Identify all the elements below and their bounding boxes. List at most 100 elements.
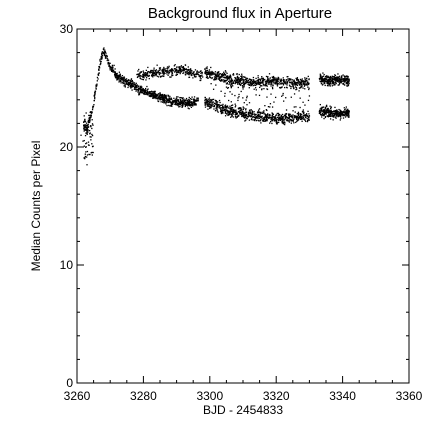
data-point — [207, 73, 209, 76]
data-point — [114, 68, 116, 70]
data-point — [331, 113, 333, 115]
data-point — [263, 84, 265, 86]
data-point — [164, 97, 167, 99]
data-point — [241, 115, 243, 118]
data-point — [105, 52, 107, 54]
data-point — [267, 81, 269, 83]
data-point — [333, 84, 335, 86]
data-point — [224, 80, 226, 82]
data-point — [144, 90, 146, 92]
data-point — [95, 84, 98, 86]
data-point — [240, 107, 242, 109]
data-point — [116, 76, 118, 79]
data-point — [239, 78, 241, 81]
data-point — [109, 62, 111, 64]
data-point — [226, 109, 228, 111]
data-point — [136, 89, 138, 91]
data-point — [187, 100, 189, 102]
data-point — [162, 97, 164, 99]
data-point — [245, 108, 247, 110]
data-point — [302, 111, 305, 113]
data-point — [263, 117, 265, 120]
data-point — [269, 103, 272, 105]
data-point — [262, 82, 264, 84]
data-point — [321, 77, 323, 79]
data-point — [348, 116, 350, 118]
data-point — [282, 92, 284, 95]
data-point — [264, 85, 267, 87]
data-point — [153, 92, 155, 94]
data-point — [208, 70, 210, 73]
data-point — [335, 117, 337, 119]
data-point — [230, 79, 232, 81]
data-point — [163, 72, 165, 75]
data-point — [337, 113, 339, 115]
data-point — [240, 108, 243, 110]
data-point — [286, 119, 289, 122]
data-point — [154, 93, 156, 95]
data-point — [154, 75, 156, 77]
data-point — [123, 78, 125, 80]
data-point — [297, 114, 300, 117]
data-point — [114, 74, 117, 76]
data-point — [122, 81, 124, 84]
data-point — [269, 116, 271, 119]
data-point — [170, 68, 173, 71]
data-point — [343, 81, 345, 83]
data-point — [230, 110, 232, 112]
data-point — [122, 79, 124, 82]
data-point — [227, 107, 230, 109]
data-point — [119, 80, 122, 82]
data-point — [326, 111, 328, 114]
data-point — [331, 115, 333, 117]
data-point — [341, 77, 343, 79]
data-point — [290, 119, 293, 121]
data-point — [205, 101, 207, 103]
data-point — [159, 71, 161, 74]
data-point — [179, 66, 181, 68]
data-point — [348, 80, 350, 82]
data-point — [332, 115, 334, 118]
data-point — [209, 100, 211, 102]
data-point — [267, 113, 269, 115]
data-point — [186, 103, 188, 105]
data-point — [288, 121, 291, 123]
data-point — [334, 76, 336, 79]
data-point — [216, 101, 218, 103]
data-point — [141, 88, 143, 90]
data-point — [235, 110, 237, 113]
data-point — [282, 77, 284, 79]
data-point — [209, 103, 211, 106]
data-point — [308, 116, 310, 119]
data-point — [258, 83, 261, 86]
data-point — [319, 76, 321, 78]
data-point — [295, 82, 297, 84]
data-point — [277, 78, 279, 80]
data-point — [306, 80, 308, 82]
data-point — [235, 79, 238, 81]
data-point — [259, 81, 261, 83]
data-point — [260, 111, 262, 114]
data-point — [331, 80, 333, 82]
data-point — [332, 81, 335, 83]
data-point — [342, 117, 345, 119]
data-point — [243, 82, 245, 84]
data-point — [162, 68, 164, 70]
data-point — [177, 71, 179, 73]
data-point — [301, 81, 303, 83]
data-point — [108, 64, 110, 66]
data-point — [209, 106, 211, 109]
data-point — [335, 82, 337, 84]
data-point — [269, 80, 271, 82]
data-point — [329, 77, 331, 80]
data-point — [285, 97, 287, 99]
data-point — [342, 114, 344, 117]
data-point — [234, 113, 236, 115]
data-point — [212, 71, 214, 74]
data-point — [229, 82, 231, 84]
data-point — [92, 107, 94, 109]
data-point — [142, 88, 144, 90]
data-point — [344, 116, 347, 118]
data-point — [187, 69, 189, 71]
data-point — [243, 116, 245, 118]
